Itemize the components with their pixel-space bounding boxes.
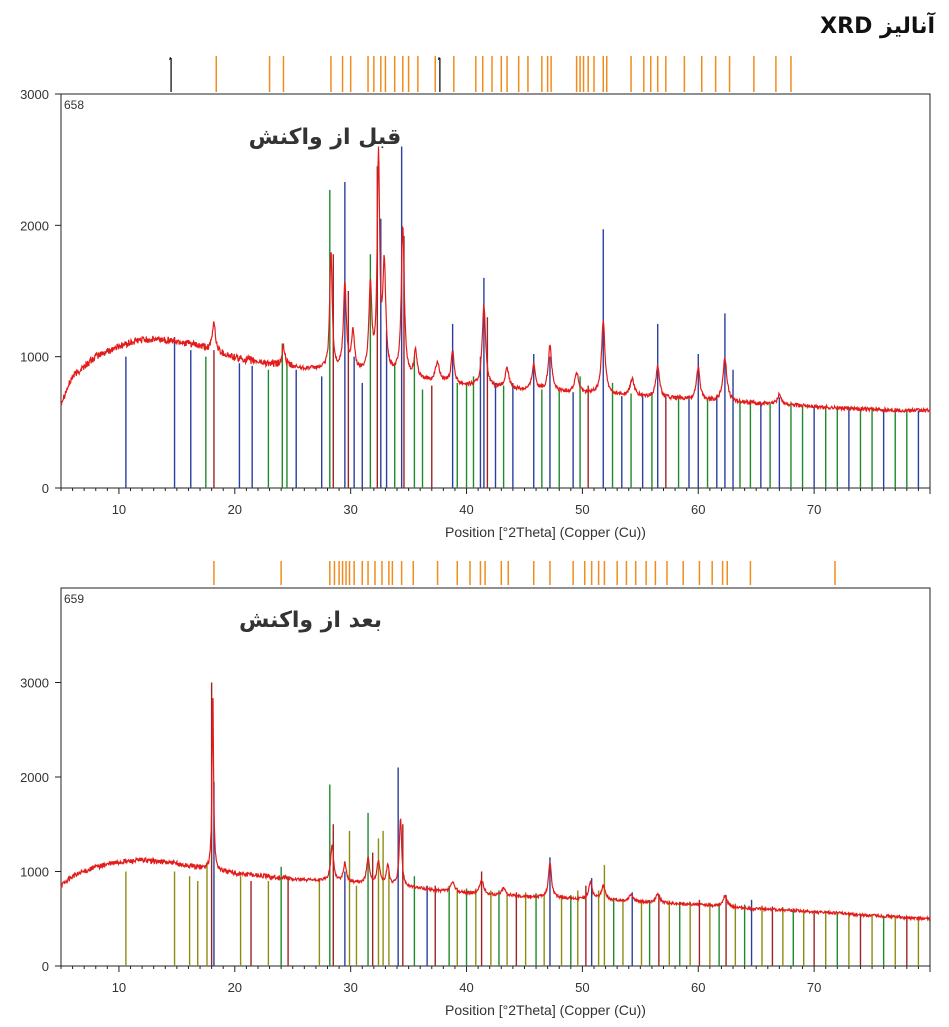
x-axis-label: Position [°2Theta] (Copper (Cu))	[445, 524, 646, 540]
x-tick-label: 70	[807, 980, 821, 995]
y-tick-label: 0	[42, 959, 49, 974]
y-tick-label: 1000	[20, 865, 49, 880]
x-tick-label: 60	[691, 502, 705, 517]
x-tick-label: 50	[575, 502, 589, 517]
x-axis-label: Position [°2Theta] (Copper (Cu))	[445, 1002, 646, 1018]
page-title: آنالیز XRD	[820, 14, 935, 39]
pattern-id-label: 658	[64, 98, 84, 112]
top-marker: ٬	[168, 55, 172, 69]
y-tick-label: 3000	[20, 676, 49, 691]
x-tick-label: 30	[343, 980, 357, 995]
x-tick-label: 50	[575, 980, 589, 995]
diffraction-pattern	[60, 146, 931, 414]
pattern-id-label: 659	[64, 592, 84, 606]
xrd-chart-before: ٬ ٬ 10 20 30 40 50 60 70 0 1000 2000 3000 Position [°…	[20, 55, 931, 540]
x-tick-label: 20	[228, 502, 242, 517]
x-tick-label: 10	[112, 502, 126, 517]
y-tick-label: 2000	[20, 770, 49, 785]
diffraction-pattern	[60, 697, 931, 922]
y-tick-label: 3000	[20, 87, 49, 102]
y-tick-label: 2000	[20, 218, 49, 233]
panel-label: قبل از واکنش	[249, 125, 402, 150]
x-tick-label: 60	[691, 980, 705, 995]
y-tick-label: 0	[42, 481, 49, 496]
y-tick-label: 1000	[20, 350, 49, 365]
plot-area	[60, 587, 931, 967]
x-tick-label: 70	[807, 502, 821, 517]
x-tick-label: 30	[343, 502, 357, 517]
x-tick-label: 40	[459, 980, 473, 995]
top-marker: ٬	[437, 55, 441, 69]
x-tick-label: 40	[459, 502, 473, 517]
panel-label: بعد از واکنش	[239, 608, 382, 633]
xrd-chart-after: 10 20 30 40 50 60 70 0 1000 2000 3000 Position [°2T…	[20, 561, 931, 1018]
x-tick-label: 10	[112, 980, 126, 995]
x-tick-label: 20	[228, 980, 242, 995]
